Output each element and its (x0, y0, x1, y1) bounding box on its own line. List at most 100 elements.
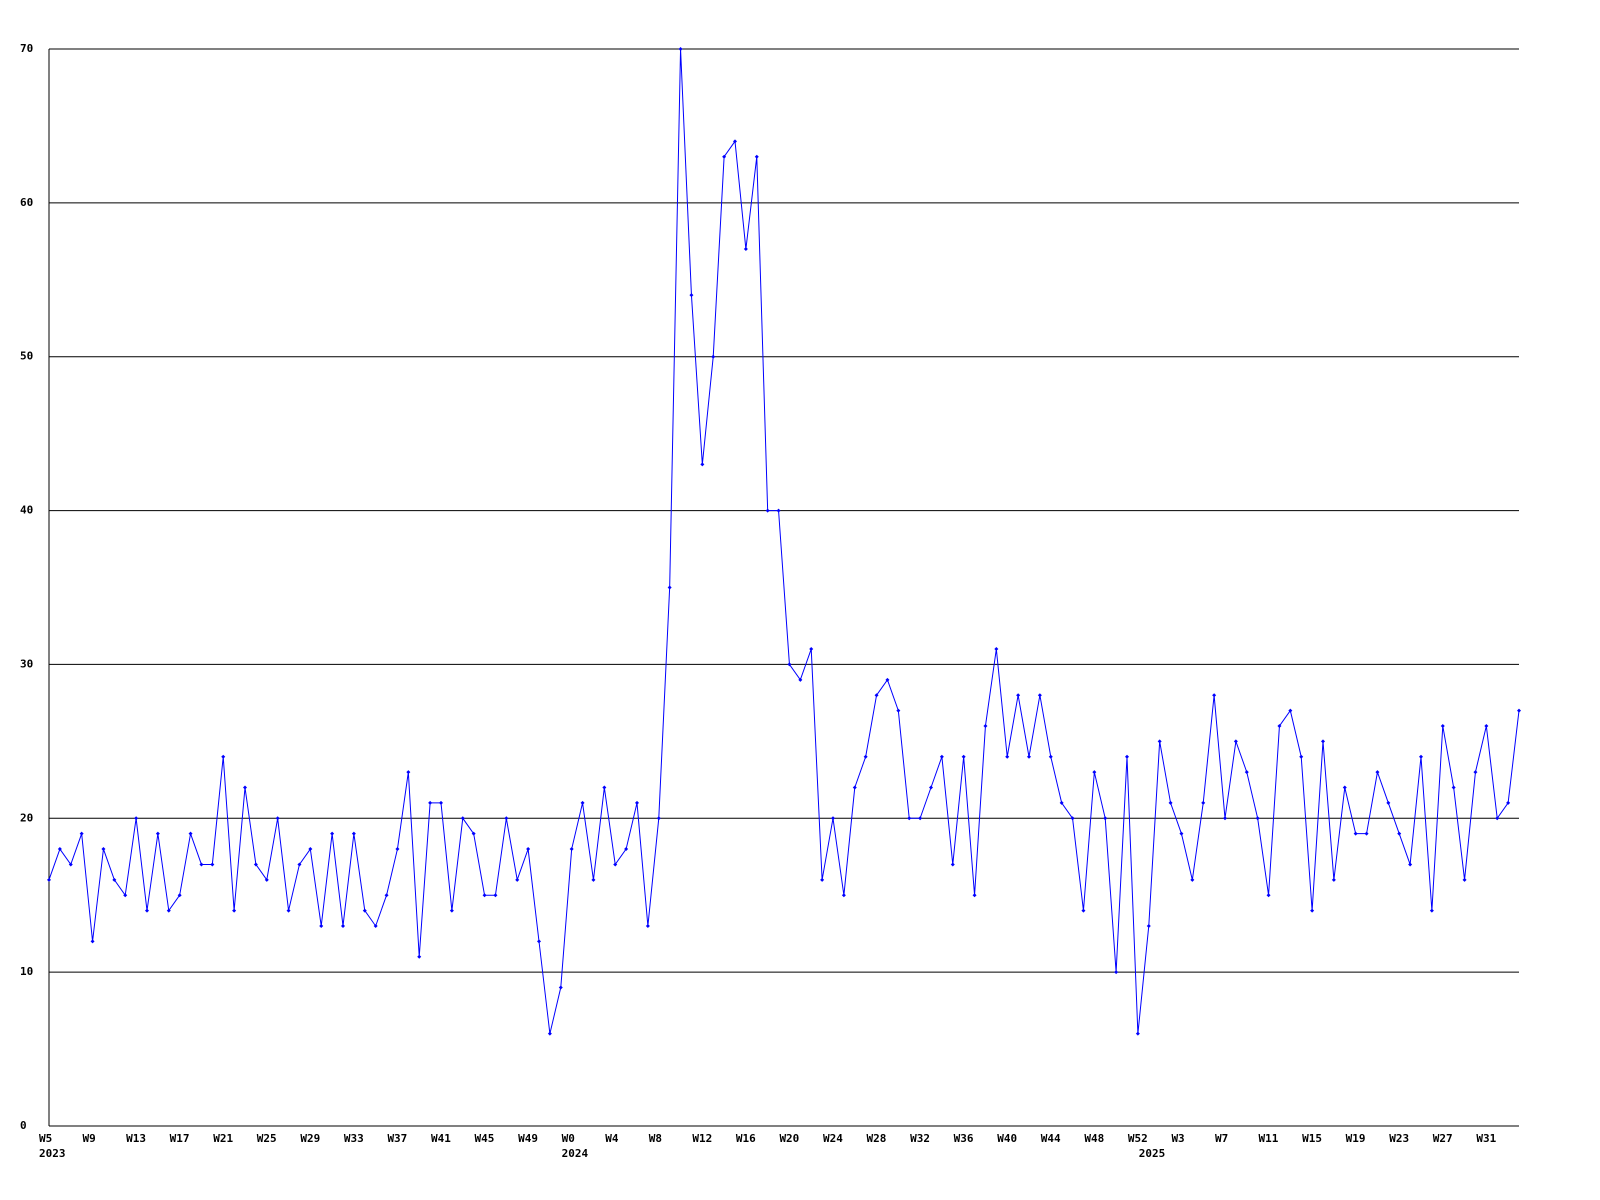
y-tick-label: 60 (20, 196, 33, 209)
data-point (1048, 754, 1053, 759)
x-tick-label: W27 (1433, 1132, 1453, 1145)
data-point (417, 954, 422, 959)
data-point (47, 877, 51, 882)
data-point (1168, 800, 1173, 805)
x-tick-label: W23 (1389, 1132, 1409, 1145)
y-tick-label: 10 (20, 965, 33, 978)
data-point (123, 893, 128, 898)
data-point (656, 816, 661, 821)
data-point (68, 862, 73, 867)
data-point (1266, 893, 1271, 898)
data-point (188, 831, 193, 836)
data-point (1277, 723, 1282, 728)
data-point (297, 862, 302, 867)
data-point (1451, 785, 1456, 790)
data-point (896, 708, 901, 713)
data-point (1495, 816, 1500, 821)
y-tick-label: 0 (20, 1119, 27, 1132)
data-point (1027, 754, 1031, 759)
data-point (232, 908, 237, 913)
data-point (591, 877, 596, 882)
x-tick-label: W20 (779, 1132, 799, 1145)
data-point (1506, 800, 1511, 805)
data-point (961, 754, 966, 759)
x-tick-label: W37 (387, 1132, 407, 1145)
data-point (493, 893, 498, 898)
data-point (1223, 816, 1227, 821)
data-point (1016, 693, 1021, 698)
data-point (863, 754, 868, 759)
data-point (1364, 831, 1369, 836)
data-point (602, 785, 607, 790)
data-point (1125, 754, 1129, 759)
data-point (428, 800, 433, 805)
data-point (1135, 1031, 1140, 1036)
data-point (155, 831, 160, 836)
x-tick-label: W21 (213, 1132, 233, 1145)
data-point (972, 893, 977, 898)
data-point (1059, 800, 1064, 805)
data-point (526, 847, 531, 852)
data-point (1462, 877, 1467, 882)
x-tick-label: W48 (1084, 1132, 1104, 1145)
data-point (787, 662, 792, 667)
x-tick-label: W36 (954, 1132, 974, 1145)
y-tick-label: 30 (20, 657, 33, 670)
data-point (1321, 739, 1325, 744)
data-point (950, 862, 955, 867)
x-year-label: 2023 (39, 1147, 66, 1160)
x-tick-label: W49 (518, 1132, 538, 1145)
data-point (1419, 754, 1423, 759)
x-tick-label: W29 (300, 1132, 320, 1145)
data-point (733, 139, 737, 144)
data-point (275, 816, 280, 821)
data-point (199, 862, 204, 867)
y-tick-label: 70 (20, 42, 33, 55)
x-tick-label: W16 (736, 1132, 756, 1145)
data-point (711, 354, 716, 359)
data-point (460, 816, 465, 821)
data-point (537, 939, 541, 944)
data-point (722, 154, 727, 159)
data-point (1473, 770, 1478, 775)
data-point (1190, 877, 1195, 882)
data-point (166, 908, 171, 913)
data-point (243, 785, 247, 790)
data-point (1353, 831, 1358, 836)
data-point (569, 847, 574, 852)
data-point (1092, 770, 1097, 775)
data-point (145, 908, 149, 913)
data-point (678, 47, 683, 51)
x-tick-label: W41 (431, 1132, 451, 1145)
x-tick-label: W11 (1259, 1132, 1279, 1145)
data-point (635, 800, 639, 805)
data-point (1397, 831, 1402, 836)
data-point (580, 800, 585, 805)
data-point (907, 816, 912, 821)
data-point (558, 985, 563, 990)
x-tick-label: W44 (1041, 1132, 1061, 1145)
data-point (1114, 970, 1119, 975)
data-point (820, 877, 825, 882)
data-point (253, 862, 258, 867)
data-point (112, 877, 117, 882)
data-point (874, 693, 879, 698)
data-point (1517, 708, 1521, 713)
data-point (994, 647, 999, 652)
data-point (754, 154, 759, 159)
data-point (1081, 908, 1086, 913)
data-point (504, 816, 509, 821)
x-tick-label: W0 (562, 1132, 575, 1145)
data-point (264, 877, 269, 882)
data-point (1070, 816, 1075, 821)
x-tick-label: W3 (1171, 1132, 1184, 1145)
y-tick-label: 40 (20, 504, 33, 517)
data-point (1179, 831, 1184, 836)
data-point (1157, 739, 1162, 744)
data-point (1310, 908, 1315, 913)
data-point (1005, 754, 1010, 759)
data-point (809, 647, 814, 652)
x-tick-label: W15 (1302, 1132, 1322, 1145)
